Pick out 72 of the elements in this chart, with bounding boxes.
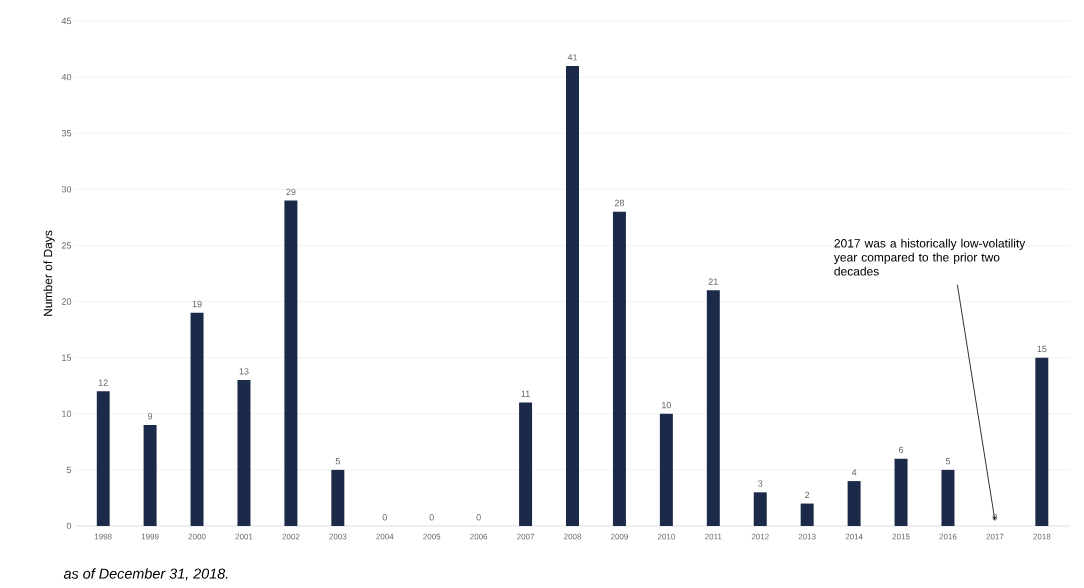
- data-label: 21: [708, 278, 718, 285]
- data-label: 4: [851, 469, 857, 476]
- bar: [190, 312, 204, 526]
- bar: [96, 391, 110, 526]
- bar: [284, 200, 298, 526]
- x-tick-label: 2006: [470, 533, 488, 540]
- data-label: 9: [148, 413, 153, 420]
- data-label: 13: [239, 368, 249, 375]
- y-tick-label: 15: [62, 354, 72, 361]
- data-label: 0: [382, 514, 387, 521]
- annotation: 2017 was a historically low-volatility year compared to the prior two decades: [833, 238, 1026, 276]
- x-tick-label: 2007: [517, 533, 535, 540]
- x-tick-label: 2016: [939, 533, 957, 540]
- x-tick-label: 2009: [610, 533, 628, 540]
- x-tick-label: 2014: [845, 533, 863, 540]
- data-label: 15: [1037, 345, 1047, 353]
- x-tick-label: 2012: [751, 533, 769, 540]
- bar: [941, 469, 955, 526]
- bar: [1035, 357, 1049, 526]
- y-tick-label: 40: [61, 73, 72, 81]
- x-tick-label: 2008: [564, 533, 582, 540]
- x-tick-label: 2002: [282, 533, 300, 540]
- data-label: 29: [286, 188, 296, 196]
- text: as of December 31, 2018.: [63, 568, 228, 581]
- x-tick-label: 1999: [141, 533, 159, 540]
- x-tick-label: 2010: [657, 533, 675, 540]
- data-label: 0: [476, 514, 481, 521]
- y-tick-label: 35: [61, 130, 72, 137]
- x-tick-label: 2017: [986, 533, 1004, 540]
- x-tick-label: 2005: [423, 533, 441, 540]
- data-label: 28: [614, 199, 625, 207]
- data-label: 11: [521, 390, 530, 398]
- data-label: 19: [192, 300, 202, 308]
- x-tick-label: 2018: [1033, 533, 1051, 540]
- x-tick-label: 2000: [188, 533, 206, 540]
- bar: [331, 469, 345, 526]
- data-label: 12: [98, 379, 108, 386]
- data-label: 0: [992, 514, 998, 521]
- bar: [659, 413, 673, 526]
- data-label: 2: [805, 491, 810, 499]
- bar: [612, 211, 626, 526]
- data-label: 0: [429, 514, 434, 521]
- bar: [753, 492, 767, 526]
- x-tick-label: 2011: [705, 533, 722, 540]
- data-label: 3: [758, 480, 763, 487]
- x-tick-label: 2003: [329, 533, 347, 540]
- bar: [237, 380, 251, 526]
- x-tick-label: 2004: [376, 533, 394, 540]
- y-tick-label: 5: [66, 466, 72, 474]
- bar: [847, 481, 861, 526]
- y-tick-label: 10: [62, 410, 72, 417]
- data-label: 41: [567, 54, 578, 61]
- y-tick-label: 20: [61, 298, 72, 305]
- y-tick-label: 45: [61, 17, 72, 25]
- y-tick-label: 0: [66, 522, 72, 530]
- bar: [706, 290, 720, 526]
- y-axis-title: Number of Days: [43, 230, 55, 316]
- bar: [143, 424, 157, 526]
- data-label: 5: [335, 458, 340, 465]
- bar: [566, 65, 580, 526]
- bar: [519, 402, 533, 526]
- data-label: 6: [898, 446, 904, 454]
- x-tick-label: 2001: [235, 533, 253, 540]
- x-tick-label: 2015: [892, 533, 910, 540]
- x-tick-label: 1998: [94, 533, 112, 540]
- bar: [800, 503, 814, 526]
- y-tick-label: 25: [61, 242, 72, 249]
- x-tick-label: 2013: [798, 533, 816, 540]
- bar: [894, 458, 908, 526]
- y-tick-label: 30: [61, 186, 72, 193]
- data-label: 10: [662, 401, 672, 409]
- data-label: 5: [945, 458, 951, 465]
